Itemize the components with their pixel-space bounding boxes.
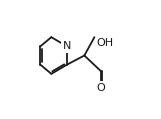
Text: OH: OH: [96, 38, 113, 48]
Text: O: O: [96, 83, 105, 93]
Text: N: N: [63, 41, 71, 51]
